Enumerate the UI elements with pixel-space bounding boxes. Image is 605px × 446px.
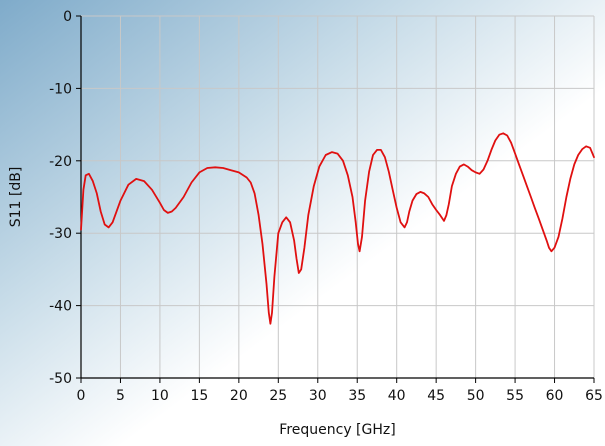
x-tick-label: 0	[77, 388, 86, 404]
plot-area	[81, 16, 594, 378]
tick-labels: 0 5 10 15 20 25 30 35 40 45 50 55 60 65 0 -10 -20 -30 -40 -…	[49, 9, 603, 404]
y-tick-label: -10	[49, 81, 72, 97]
x-tick-label: 20	[230, 388, 248, 404]
y-tick-label: -40	[49, 299, 72, 315]
x-tick-label: 10	[151, 388, 169, 404]
y-tick-label: 0	[63, 9, 72, 25]
x-tick-label: 5	[116, 388, 125, 404]
x-tick-label: 50	[467, 388, 485, 404]
series-layer	[80, 132, 595, 325]
x-axis-title: Frequency [GHz]	[279, 422, 395, 438]
x-tick-label: 45	[427, 388, 445, 404]
y-tick-label: -20	[49, 154, 72, 170]
x-tick-label: 60	[546, 388, 564, 404]
x-tick-label: 55	[506, 388, 524, 404]
x-tick-label: 35	[348, 388, 366, 404]
x-tick-label: 30	[309, 388, 327, 404]
s11-series-line	[80, 132, 595, 325]
y-axis-title: S11 [dB]	[8, 167, 24, 228]
y-tick-label: -50	[49, 371, 72, 387]
x-tick-label: 40	[388, 388, 406, 404]
y-tick-label: -30	[49, 226, 72, 242]
x-tick-label: 15	[190, 388, 208, 404]
x-tick-label: 25	[269, 388, 287, 404]
axes	[76, 15, 595, 383]
x-tick-label: 65	[585, 388, 603, 404]
